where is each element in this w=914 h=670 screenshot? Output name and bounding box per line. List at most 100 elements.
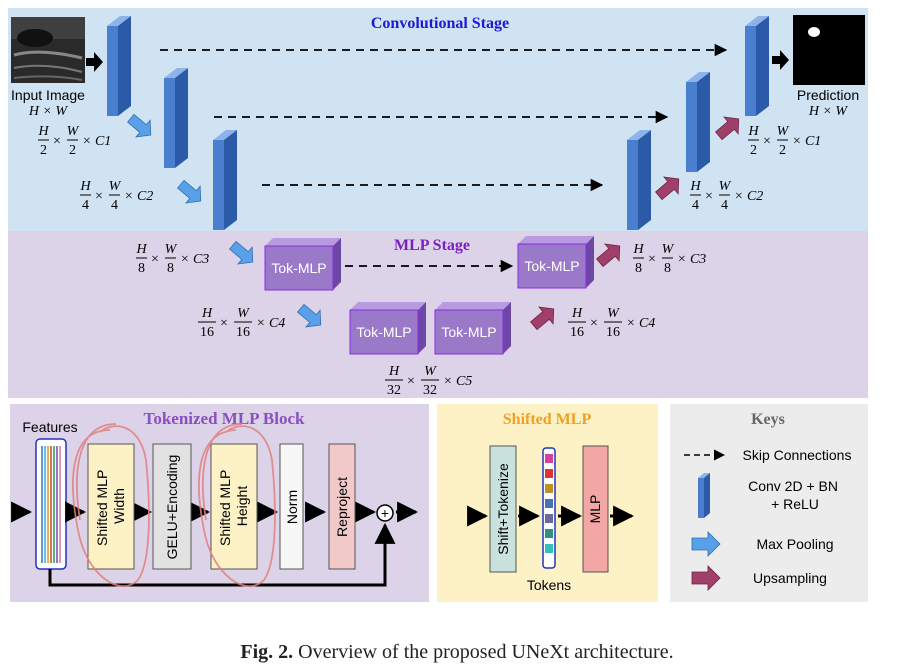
dim-channels: × C5 [443, 374, 472, 389]
dim-times: × [95, 189, 103, 204]
conv-block-enc3 [213, 130, 237, 230]
tok-mlp-label-bottleneck-1: Tok-MLP [356, 324, 411, 340]
dim-times: × [407, 374, 415, 389]
tok-mlp-block-bottleneck-2: Tok-MLP [434, 302, 511, 355]
conv-block-enc1 [107, 16, 131, 116]
reproject-block [328, 443, 356, 570]
shifted-mlp-height-block [210, 443, 258, 570]
dim-label-enc1: H 2 × W 2 × C1 [37, 124, 111, 158]
dim-label-dec1: H 2 × W 2 × C1 [747, 124, 821, 158]
dim-times: × [648, 252, 656, 267]
mlp-stage-title: MLP Stage [394, 237, 470, 254]
dim-denominator: 32 [423, 383, 437, 398]
dim-denominator: 2 [40, 143, 47, 158]
tok-mlp-label-bottleneck-2: Tok-MLP [441, 324, 496, 340]
dim-channels: × C3 [180, 252, 209, 267]
max-pooling-arrow-3 [229, 240, 254, 265]
input-image [11, 17, 85, 83]
dim-denominator: 8 [664, 261, 671, 276]
input-size: H × W [28, 104, 69, 119]
caption-text: Overview of the proposed UNeXt architect… [298, 641, 674, 663]
tokenized-block-title: Tokenized MLP Block [144, 409, 305, 428]
dim-times: × [220, 316, 228, 331]
prediction-image [793, 15, 865, 85]
dim-numerator: H [79, 179, 91, 194]
max-pooling-arrow-2 [177, 179, 202, 204]
dim-times: × [151, 252, 159, 267]
dim-denominator: 16 [200, 325, 214, 340]
dim-numerator: W [109, 179, 122, 194]
dim-label-enc3: H 8 × W 8 × C3 [135, 242, 209, 276]
tok-block-flow-arrows [11, 501, 419, 587]
dim-denominator: 8 [167, 261, 174, 276]
norm-text: Norm [284, 490, 300, 524]
dim-times: × [590, 316, 598, 331]
max-pooling-arrow-1 [127, 113, 152, 138]
shift-tokenize-block [489, 445, 517, 573]
hand-drawn-annotation [72, 423, 276, 587]
features-label: Features [22, 419, 77, 435]
dim-label-dec2: H 4 × W 4 × C2 [689, 179, 763, 213]
dim-channels: × C4 [626, 316, 655, 331]
dim-denominator: 4 [692, 198, 699, 213]
conv-block-dec3 [627, 130, 651, 230]
dim-times: × [53, 134, 61, 149]
dim-times: × [705, 189, 713, 204]
input-arrow [86, 52, 103, 72]
dim-numerator: W [67, 124, 80, 139]
dim-label-dec3: H 8 × W 8 × C3 [632, 242, 706, 276]
dim-denominator: 16 [606, 325, 620, 340]
dim-denominator: 32 [387, 383, 401, 398]
tok-mlp-block-bottleneck-1: Tok-MLP [349, 302, 426, 355]
conv-stage-title: Convolutional Stage [371, 15, 509, 32]
dim-times: × [763, 134, 771, 149]
dim-label-bottleneck: H 32 × W 32 × C5 [385, 364, 472, 398]
mlp-block [582, 445, 609, 573]
conv-block-enc2 [164, 68, 188, 168]
features-stack [35, 438, 67, 570]
dim-channels: × C1 [792, 134, 821, 149]
key-skip-label: Skip Connections [743, 447, 852, 463]
dim-numerator: H [37, 124, 49, 139]
dim-denominator: 8 [138, 261, 145, 276]
sum-node [376, 504, 394, 522]
tok-mlp-block-enc: Tok-MLP [264, 238, 341, 291]
output-arrow [772, 50, 789, 70]
keys-title: Keys [751, 411, 785, 428]
shifted-mlp-title: Shifted MLP [503, 411, 592, 428]
key-up-label: Upsampling [753, 570, 827, 586]
shifted-mlp-width-block [87, 443, 135, 570]
max-pooling-arrow-4 [297, 303, 322, 328]
shift-tokenize-text: Shift+Tokenize [495, 463, 511, 555]
dim-denominator: 2 [779, 143, 786, 158]
dim-numerator: H [201, 306, 213, 321]
tok-mlp-label-enc: Tok-MLP [271, 260, 326, 276]
key-pool-label: Max Pooling [756, 536, 833, 552]
dim-label-dec4: H 16 × W 16 × C4 [568, 306, 655, 340]
dim-numerator: H [747, 124, 759, 139]
dim-numerator: H [632, 242, 644, 257]
tok-mlp-block-dec: Tok-MLP [517, 236, 594, 289]
dim-numerator: W [424, 364, 437, 379]
dim-numerator: W [662, 242, 675, 257]
shifted-mlp-width-text: Shifted MLP Width [94, 466, 127, 546]
dim-numerator: W [607, 306, 620, 321]
dim-denominator: 16 [236, 325, 250, 340]
key-conv-label: Conv 2D + BN + ReLU [748, 478, 842, 512]
sum-symbol: + [381, 505, 389, 521]
reproject-text: Reproject [334, 477, 350, 537]
dim-label-enc2: H 4 × W 4 × C2 [79, 179, 153, 213]
dim-numerator: H [571, 306, 583, 321]
dim-numerator: W [719, 179, 732, 194]
upsampling-arrow-4 [715, 116, 740, 141]
tok-mlp-label-dec: Tok-MLP [524, 258, 579, 274]
prediction-label: Prediction [797, 87, 859, 103]
dim-denominator: 2 [750, 143, 757, 158]
dim-denominator: 2 [69, 143, 76, 158]
dim-denominator: 4 [111, 198, 118, 213]
input-label: Input Image [11, 87, 85, 103]
upsampling-arrow-3 [655, 176, 680, 201]
conv-block-dec1 [745, 16, 769, 116]
prediction-size: H × W [808, 104, 849, 119]
dim-channels: × C1 [82, 134, 111, 149]
